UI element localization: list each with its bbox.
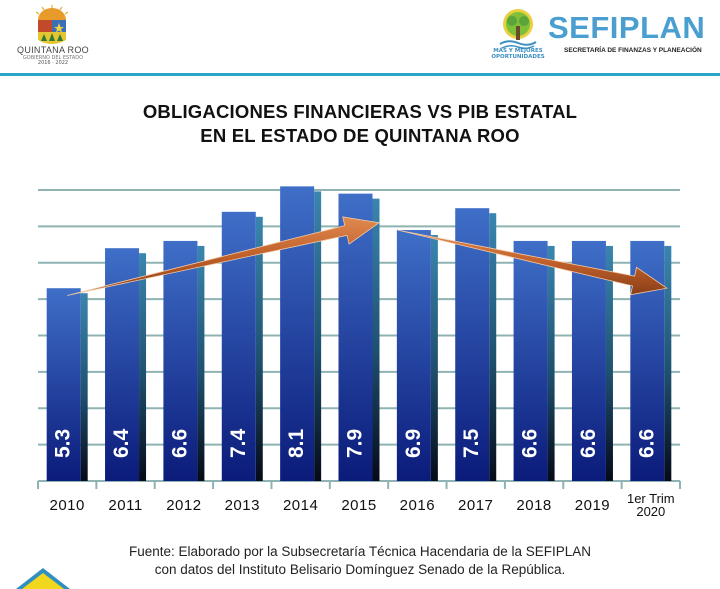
page-header: QUINTANA ROO GOBIERNO DEL ESTADO 2016 · … xyxy=(0,0,720,76)
bar-shadow xyxy=(430,235,438,481)
bar-shadow xyxy=(80,293,88,481)
bar-value-label: 6.4 xyxy=(110,428,133,458)
bar-shadow xyxy=(372,198,380,481)
bar-value-label: 7.9 xyxy=(344,429,367,458)
bar-value-label: 6.6 xyxy=(635,429,658,458)
quintana-roo-logo-text: QUINTANA ROO xyxy=(17,45,89,55)
tagline-line-2: OPORTUNIDADES xyxy=(491,54,545,60)
x-tick-label: 2016 xyxy=(400,497,435,514)
bar-shadow xyxy=(605,245,613,481)
bar-shadow xyxy=(547,245,555,481)
corner-triangle-logo-icon xyxy=(16,568,70,589)
quintana-roo-coat-of-arms-icon xyxy=(35,5,69,44)
header-divider xyxy=(0,73,720,76)
bar-2018 xyxy=(513,240,548,481)
x-tick-label: 2015 xyxy=(341,497,376,514)
chart-title-line-1: OBLIGACIONES FINANCIERAS VS PIB ESTATAL xyxy=(142,101,578,122)
x-tick-label: 2020 xyxy=(636,504,665,519)
source-line-2: con datos del Instituto Belisario Domíng… xyxy=(154,562,566,577)
trend-arrow-up xyxy=(67,216,381,296)
bar-shadow xyxy=(255,216,263,481)
bar-shadow xyxy=(664,245,672,481)
bar-value-label: 8.1 xyxy=(285,428,308,458)
bar-shadow xyxy=(197,245,205,481)
bar-value-label: 5.3 xyxy=(52,429,75,458)
bar-shadow xyxy=(489,213,497,481)
x-tick-label: 2017 xyxy=(458,497,493,514)
x-tick-label: 2010 xyxy=(49,497,84,514)
tree-logo-icon xyxy=(499,9,537,50)
bar-2016 xyxy=(396,230,431,481)
chart-title-line-2: EN EL ESTADO DE QUINTANA ROO xyxy=(200,125,520,146)
bar-shadow xyxy=(314,191,322,482)
sefiplan-logo-text: SEFIPLAN xyxy=(548,10,706,45)
bar-value-label: 7.4 xyxy=(227,428,250,458)
sefiplan-logo-subtitle: SECRETARÍA DE FINANZAS Y PLANEACIÓN xyxy=(564,47,702,54)
sefiplan-tagline: MÁS Y MEJORES OPORTUNIDADES xyxy=(484,48,552,60)
quintana-roo-logo-years: 2016 · 2022 xyxy=(37,60,69,66)
bar-2015 xyxy=(338,193,373,481)
x-tick-label: 2012 xyxy=(166,497,201,514)
x-tick-label: 2018 xyxy=(516,497,551,514)
bar-2012 xyxy=(163,240,198,481)
x-tick-label: 1er Trim xyxy=(627,491,675,506)
bar-shadow xyxy=(139,253,147,481)
chart-title: OBLIGACIONES FINANCIERAS VS PIB ESTATAL … xyxy=(0,100,720,148)
source-line-1: Fuente: Elaborado por la Subsecretaría T… xyxy=(128,544,591,559)
bar-value-label: 7.5 xyxy=(460,428,483,458)
bar-value-label: 6.9 xyxy=(402,429,425,458)
bar-value-label: 6.6 xyxy=(519,429,542,458)
bar-value-label: 6.6 xyxy=(168,429,191,458)
trend-arrow-down xyxy=(397,229,668,296)
bar-2011 xyxy=(105,248,140,481)
x-tick-label: 2013 xyxy=(225,497,260,514)
x-tick-label: 2019 xyxy=(575,497,610,514)
bar-2010 xyxy=(46,288,81,481)
bar-value-label: 6.6 xyxy=(577,429,600,458)
quintana-roo-logo-subtitle: GOBIERNO DEL ESTADO xyxy=(22,55,84,61)
x-tick-label: 2011 xyxy=(108,497,142,514)
source-note: Fuente: Elaborado por la Subsecretaría T… xyxy=(0,543,720,579)
x-tick-label: 2014 xyxy=(283,497,318,514)
tagline-line-1: MÁS Y MEJORES xyxy=(493,48,543,54)
bar-2017 xyxy=(455,208,490,481)
bar-2019 xyxy=(571,240,606,481)
